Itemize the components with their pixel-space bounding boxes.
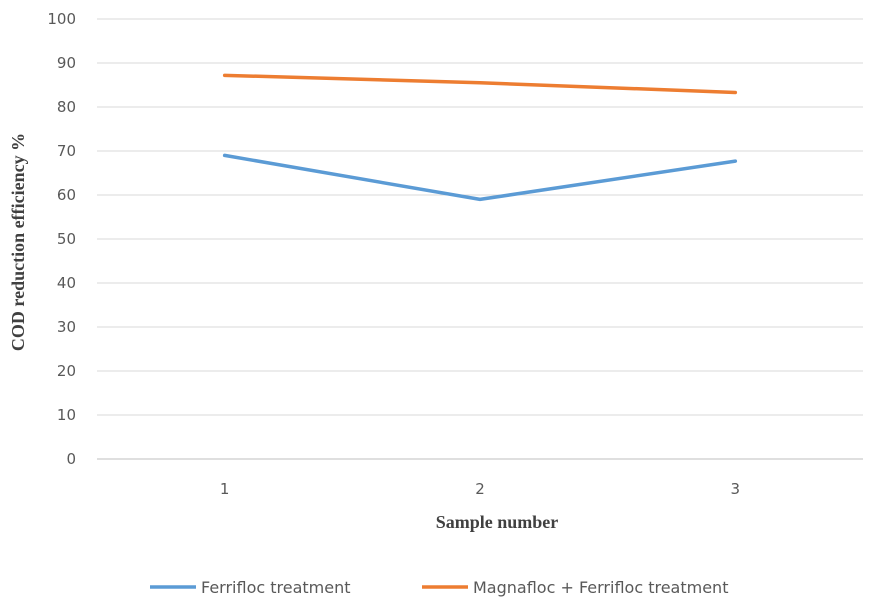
legend-label-magnafloc-ferrifloc: Magnafloc + Ferrifloc treatment (473, 578, 728, 597)
y-tick-label: 50 (57, 230, 76, 248)
y-tick-label: 90 (57, 54, 76, 72)
series-line-1 (222, 73, 738, 95)
gridlines (97, 18, 863, 460)
series-line-0 (222, 153, 738, 202)
x-axis-tick-labels: 1 2 3 (220, 480, 740, 498)
x-tick-label: 1 (220, 480, 230, 498)
x-tick-label: 3 (731, 480, 741, 498)
y-tick-label: 0 (66, 450, 76, 468)
y-axis-tick-labels: 0 10 20 30 40 50 60 70 80 90 100 (47, 10, 76, 468)
y-tick-label: 70 (57, 142, 76, 160)
legend: Ferrifloc treatment Magnafloc + Ferriflo… (150, 578, 728, 597)
series-lines (222, 73, 738, 202)
y-tick-label: 40 (57, 274, 76, 292)
y-tick-label: 60 (57, 186, 76, 204)
y-tick-label: 100 (47, 10, 76, 28)
y-axis-title: COD reduction efficiency % (8, 133, 28, 351)
x-axis-title: Sample number (436, 512, 559, 532)
x-tick-label: 2 (475, 480, 485, 498)
legend-label-ferrifloc: Ferrifloc treatment (201, 578, 351, 597)
y-tick-label: 80 (57, 98, 76, 116)
y-tick-label: 10 (57, 406, 76, 424)
y-tick-label: 30 (57, 318, 76, 336)
y-tick-label: 20 (57, 362, 76, 380)
